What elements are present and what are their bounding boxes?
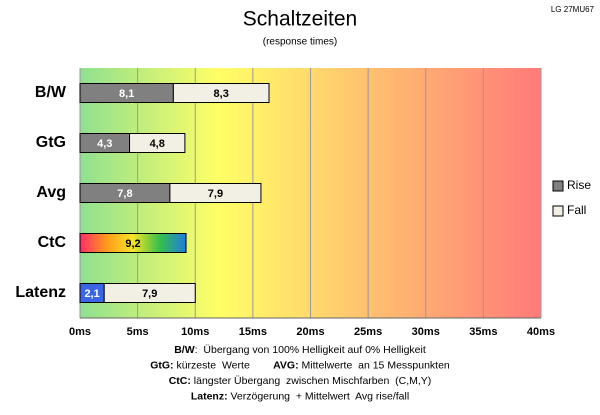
value-label: 8,3: [214, 88, 229, 100]
note-text: : Übergang von 100% Helligkeit auf 0% He…: [195, 344, 426, 356]
bar-segment: [129, 133, 186, 153]
bar-segment: [79, 233, 187, 253]
value-label: 7,9: [142, 288, 157, 300]
bar-segment: [172, 83, 270, 103]
model-note: LG 27MU67: [551, 5, 595, 14]
y-tick-label: B/W: [35, 84, 67, 101]
value-label: 9,2: [125, 238, 140, 250]
value-label: 7,9: [208, 188, 223, 200]
x-tick-label: 5ms: [127, 326, 149, 338]
note-text: Mittelwerte an 15 Messpunkten: [299, 359, 450, 371]
chart-title: Schaltzeiten: [243, 8, 357, 31]
note-term: B/W: [174, 344, 195, 356]
note-line: B/W: Übergang von 100% Helligkeit auf 0%…: [174, 344, 426, 356]
bar-segment: [169, 183, 262, 203]
note-term: AVG:: [273, 359, 298, 371]
x-tick-label: 10ms: [181, 326, 209, 338]
x-tick-label: 40ms: [527, 326, 555, 338]
note-line: Latenz: Verzögerung + Mittelwert Avg ris…: [191, 390, 409, 402]
x-tick-label: 25ms: [354, 326, 382, 338]
value-label: 8,1: [119, 88, 134, 100]
bar-segment: [103, 283, 196, 303]
value-label: 4,3: [97, 138, 112, 150]
legend-label: Rise: [567, 178, 591, 192]
legend-swatch: [552, 180, 564, 192]
chart-subtitle: (response times): [263, 37, 337, 48]
note-term: CtC:: [169, 375, 191, 387]
value-label: 2,1: [84, 288, 99, 300]
y-tick-label: Avg: [36, 184, 66, 201]
note-text: Verzögerung + Mittelwert Avg rise/fall: [228, 390, 410, 402]
legend-label: Fall: [567, 203, 586, 217]
x-tick-label: 15ms: [239, 326, 267, 338]
value-label: 7,8: [117, 188, 132, 200]
y-tick-label: Latenz: [15, 284, 66, 301]
note-line: GtG: kürzeste Werte AVG: Mittelwerte an …: [150, 359, 450, 371]
x-tick-label: 0ms: [69, 326, 91, 338]
note-term: Latenz:: [191, 390, 228, 402]
y-tick-label: GtG: [36, 134, 66, 151]
value-label: 4,8: [150, 138, 165, 150]
note-term: GtG:: [150, 359, 173, 371]
y-tick-label: CtC: [38, 234, 67, 251]
x-tick-label: 30ms: [412, 326, 440, 338]
note-text: längster Übergang zwischen Mischfarben (…: [191, 375, 431, 387]
x-tick-label: 35ms: [469, 326, 497, 338]
note-text: kürzeste Werte: [174, 359, 274, 371]
x-tick-label: 20ms: [296, 326, 324, 338]
legend-swatch: [552, 205, 564, 217]
note-line: CtC: längster Übergang zwischen Mischfar…: [169, 375, 432, 387]
